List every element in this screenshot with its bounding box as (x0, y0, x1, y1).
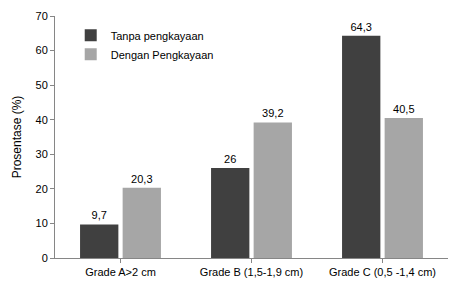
svg-text:0: 0 (42, 252, 48, 264)
svg-text:64,3: 64,3 (350, 21, 371, 33)
svg-text:40,5: 40,5 (393, 103, 414, 115)
svg-text:39,2: 39,2 (262, 107, 283, 119)
svg-text:Tanpa pengkayaan: Tanpa pengkayaan (111, 30, 204, 42)
svg-text:20: 20 (36, 183, 48, 195)
svg-text:26: 26 (224, 153, 236, 165)
svg-text:Grade A>2 cm: Grade A>2 cm (85, 266, 156, 278)
svg-text:Dengan Pengkayaan: Dengan Pengkayaan (111, 49, 214, 61)
svg-text:Grade B (1,5-1,9 cm): Grade B (1,5-1,9 cm) (200, 266, 303, 278)
svg-text:10: 10 (36, 217, 48, 229)
svg-text:20,3: 20,3 (131, 173, 152, 185)
svg-text:50: 50 (36, 79, 48, 91)
svg-text:40: 40 (36, 114, 48, 126)
svg-text:60: 60 (36, 44, 48, 56)
svg-text:9,7: 9,7 (92, 209, 107, 221)
svg-text:Grade C (0,5 -1,4 cm): Grade C (0,5 -1,4 cm) (329, 266, 436, 278)
svg-text:30: 30 (36, 148, 48, 160)
svg-text:Prosentase (%): Prosentase (%) (10, 96, 24, 179)
svg-text:70: 70 (36, 10, 48, 22)
